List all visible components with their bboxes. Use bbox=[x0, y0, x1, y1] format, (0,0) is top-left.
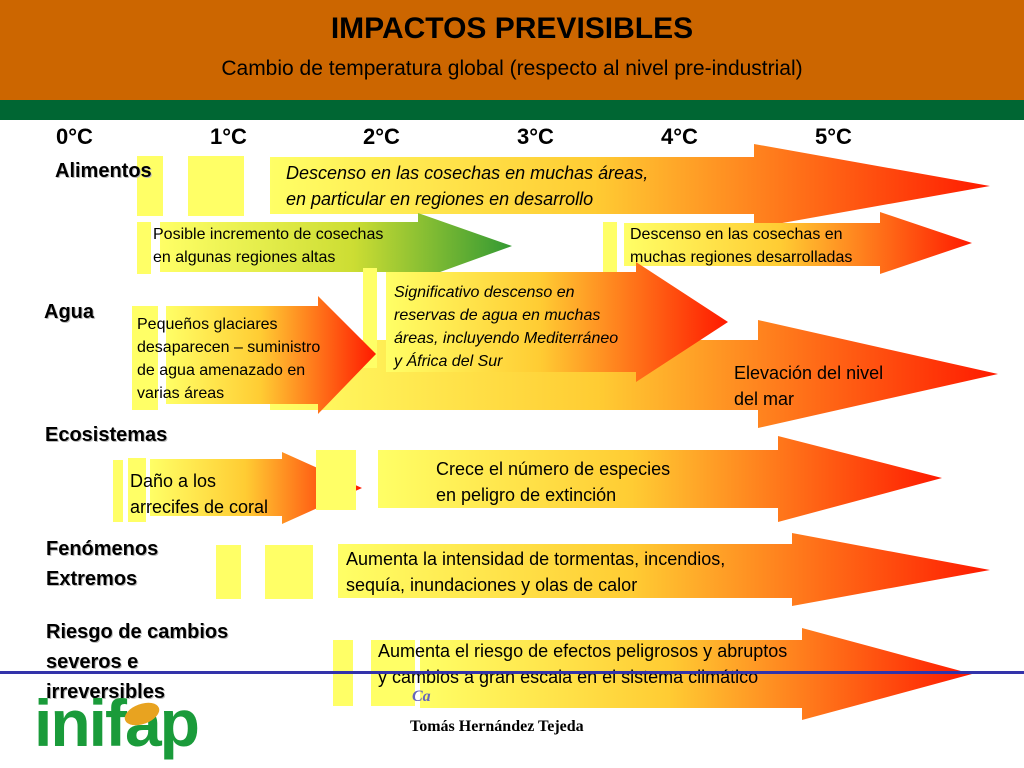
impact-text-line: muchas regiones desarrolladas bbox=[630, 249, 853, 266]
arrow-crop-decline-developing bbox=[270, 144, 990, 228]
impact-text-line: y cambios a gran escala en el sistema cl… bbox=[378, 667, 759, 687]
arrow-storms bbox=[338, 533, 990, 606]
impact-text-line: Aumenta la intensidad de tormentas, ince… bbox=[346, 549, 726, 569]
impact-abrupt: Aumenta el riesgo de efectos peligrosos … bbox=[378, 638, 787, 690]
impact-text-line: Daño a los bbox=[130, 471, 217, 491]
partial-text: Ca bbox=[412, 688, 431, 705]
page-subtitle: Cambio de temperatura global (respecto a… bbox=[221, 57, 803, 80]
eco-bar-0 bbox=[113, 460, 123, 522]
header-accent-band bbox=[0, 100, 1024, 120]
temp-label-5: 5°C bbox=[815, 124, 852, 149]
impact-storms: Aumenta la intensidad de tormentas, ince… bbox=[346, 546, 725, 598]
temp-label-3: 3°C bbox=[517, 124, 554, 149]
impact-crop-decline-developed: Descenso en las cosechas en muchas regio… bbox=[630, 223, 852, 269]
impact-sea-level: Elevación del nivel del mar bbox=[734, 360, 883, 412]
category-food: Alimentos bbox=[55, 160, 152, 182]
category-risk-line3: irreversibles bbox=[46, 681, 165, 703]
impact-water-reserves: Significativo descenso en reservas de ag… bbox=[394, 281, 618, 373]
category-extreme-line1: Fenómenos bbox=[46, 538, 159, 560]
impact-text-line: en peligro de extinción bbox=[436, 485, 617, 505]
inifap-logo: inifap bbox=[34, 686, 200, 760]
impact-text-line: Pequeños glaciares bbox=[137, 316, 278, 333]
impact-species: Crece el número de especies en peligro d… bbox=[436, 456, 670, 508]
footer-divider bbox=[0, 671, 1024, 674]
temp-label-2: 2°C bbox=[363, 124, 400, 149]
arrow-crop-decline-developed bbox=[624, 212, 972, 274]
arrow-water-reserves bbox=[386, 262, 728, 382]
temp-label-0: 0°C bbox=[56, 124, 93, 149]
category-extreme-line2: Extremos bbox=[46, 568, 138, 590]
extreme-bar-0 bbox=[216, 545, 241, 599]
impact-text-line: arrecifes de coral bbox=[130, 497, 269, 517]
category-extreme-events: Fenómenos Extremos bbox=[46, 534, 158, 594]
author-name: Tomás Hernández Tejeda bbox=[410, 718, 584, 735]
page-title: IMPACTOS PREVISIBLES bbox=[330, 12, 694, 45]
impact-text-line: y África del Sur bbox=[394, 353, 503, 370]
category-risk: Riesgo de cambios severos e irreversible… bbox=[46, 617, 228, 707]
food-bar-3 bbox=[603, 222, 617, 272]
impact-crop-increase: Posible incremento de cosechas en alguna… bbox=[153, 223, 383, 269]
arrow-crop-increase bbox=[160, 213, 512, 280]
impact-crop-decline-developing: Descenso en las cosechas en muchas áreas… bbox=[286, 160, 648, 212]
impact-text-line: Aumenta el riesgo de efectos peligrosos … bbox=[378, 641, 788, 661]
impact-text-line: Descenso en las cosechas en muchas áreas… bbox=[286, 163, 649, 183]
impact-text-line: Significativo descenso en bbox=[394, 284, 575, 301]
food-bar-1 bbox=[188, 156, 244, 216]
impact-coral: Daño a los arrecifes de coral bbox=[130, 468, 268, 520]
arrow-coral bbox=[150, 452, 362, 524]
impact-text-line: áreas, incluyendo Mediterráneo bbox=[394, 330, 619, 347]
impact-text-line: sequía, inundaciones y olas de calor bbox=[346, 575, 638, 595]
impact-text-line: del mar bbox=[734, 389, 795, 409]
eco-bar-1 bbox=[128, 458, 146, 522]
impact-text-line: reservas de agua en muchas bbox=[394, 307, 601, 324]
impact-text-line: varias áreas bbox=[137, 385, 225, 402]
category-risk-line1: Riesgo de cambios bbox=[46, 621, 229, 643]
temp-label-4: 4°C bbox=[661, 124, 698, 149]
impact-text-line: Posible incremento de cosechas bbox=[153, 226, 384, 243]
header-bar bbox=[0, 0, 1024, 100]
arrow-glaciers bbox=[166, 296, 376, 414]
category-ecosystems: Ecosistemas bbox=[45, 424, 168, 446]
extreme-bar-1 bbox=[265, 545, 313, 599]
impact-text-line: Crece el número de especies bbox=[436, 459, 671, 479]
category-risk-line2: severos e bbox=[46, 651, 139, 673]
impact-text-line: desaparecen – suministro bbox=[137, 339, 321, 356]
category-water: Agua bbox=[44, 301, 94, 323]
food-bar-0 bbox=[137, 156, 163, 216]
water-bar-0 bbox=[363, 268, 377, 368]
impact-glaciers: Pequeños glaciares desaparecen – suminis… bbox=[137, 313, 320, 405]
arrow-abrupt bbox=[420, 628, 972, 720]
impact-text-line: en particular en regiones en desarrollo bbox=[286, 189, 594, 209]
food-bar-2 bbox=[137, 222, 151, 274]
impact-text-line: de agua amenazado en bbox=[137, 362, 306, 379]
impact-text-line: Descenso en las cosechas en bbox=[630, 226, 843, 243]
impact-text-line: Elevación del nivel bbox=[734, 363, 884, 383]
temp-label-1: 1°C bbox=[210, 124, 247, 149]
water-bar-1 bbox=[132, 306, 158, 410]
eco-bar-2 bbox=[316, 450, 356, 510]
impact-text-line: en algunas regiones altas bbox=[153, 249, 336, 266]
arrow-species bbox=[378, 436, 942, 522]
